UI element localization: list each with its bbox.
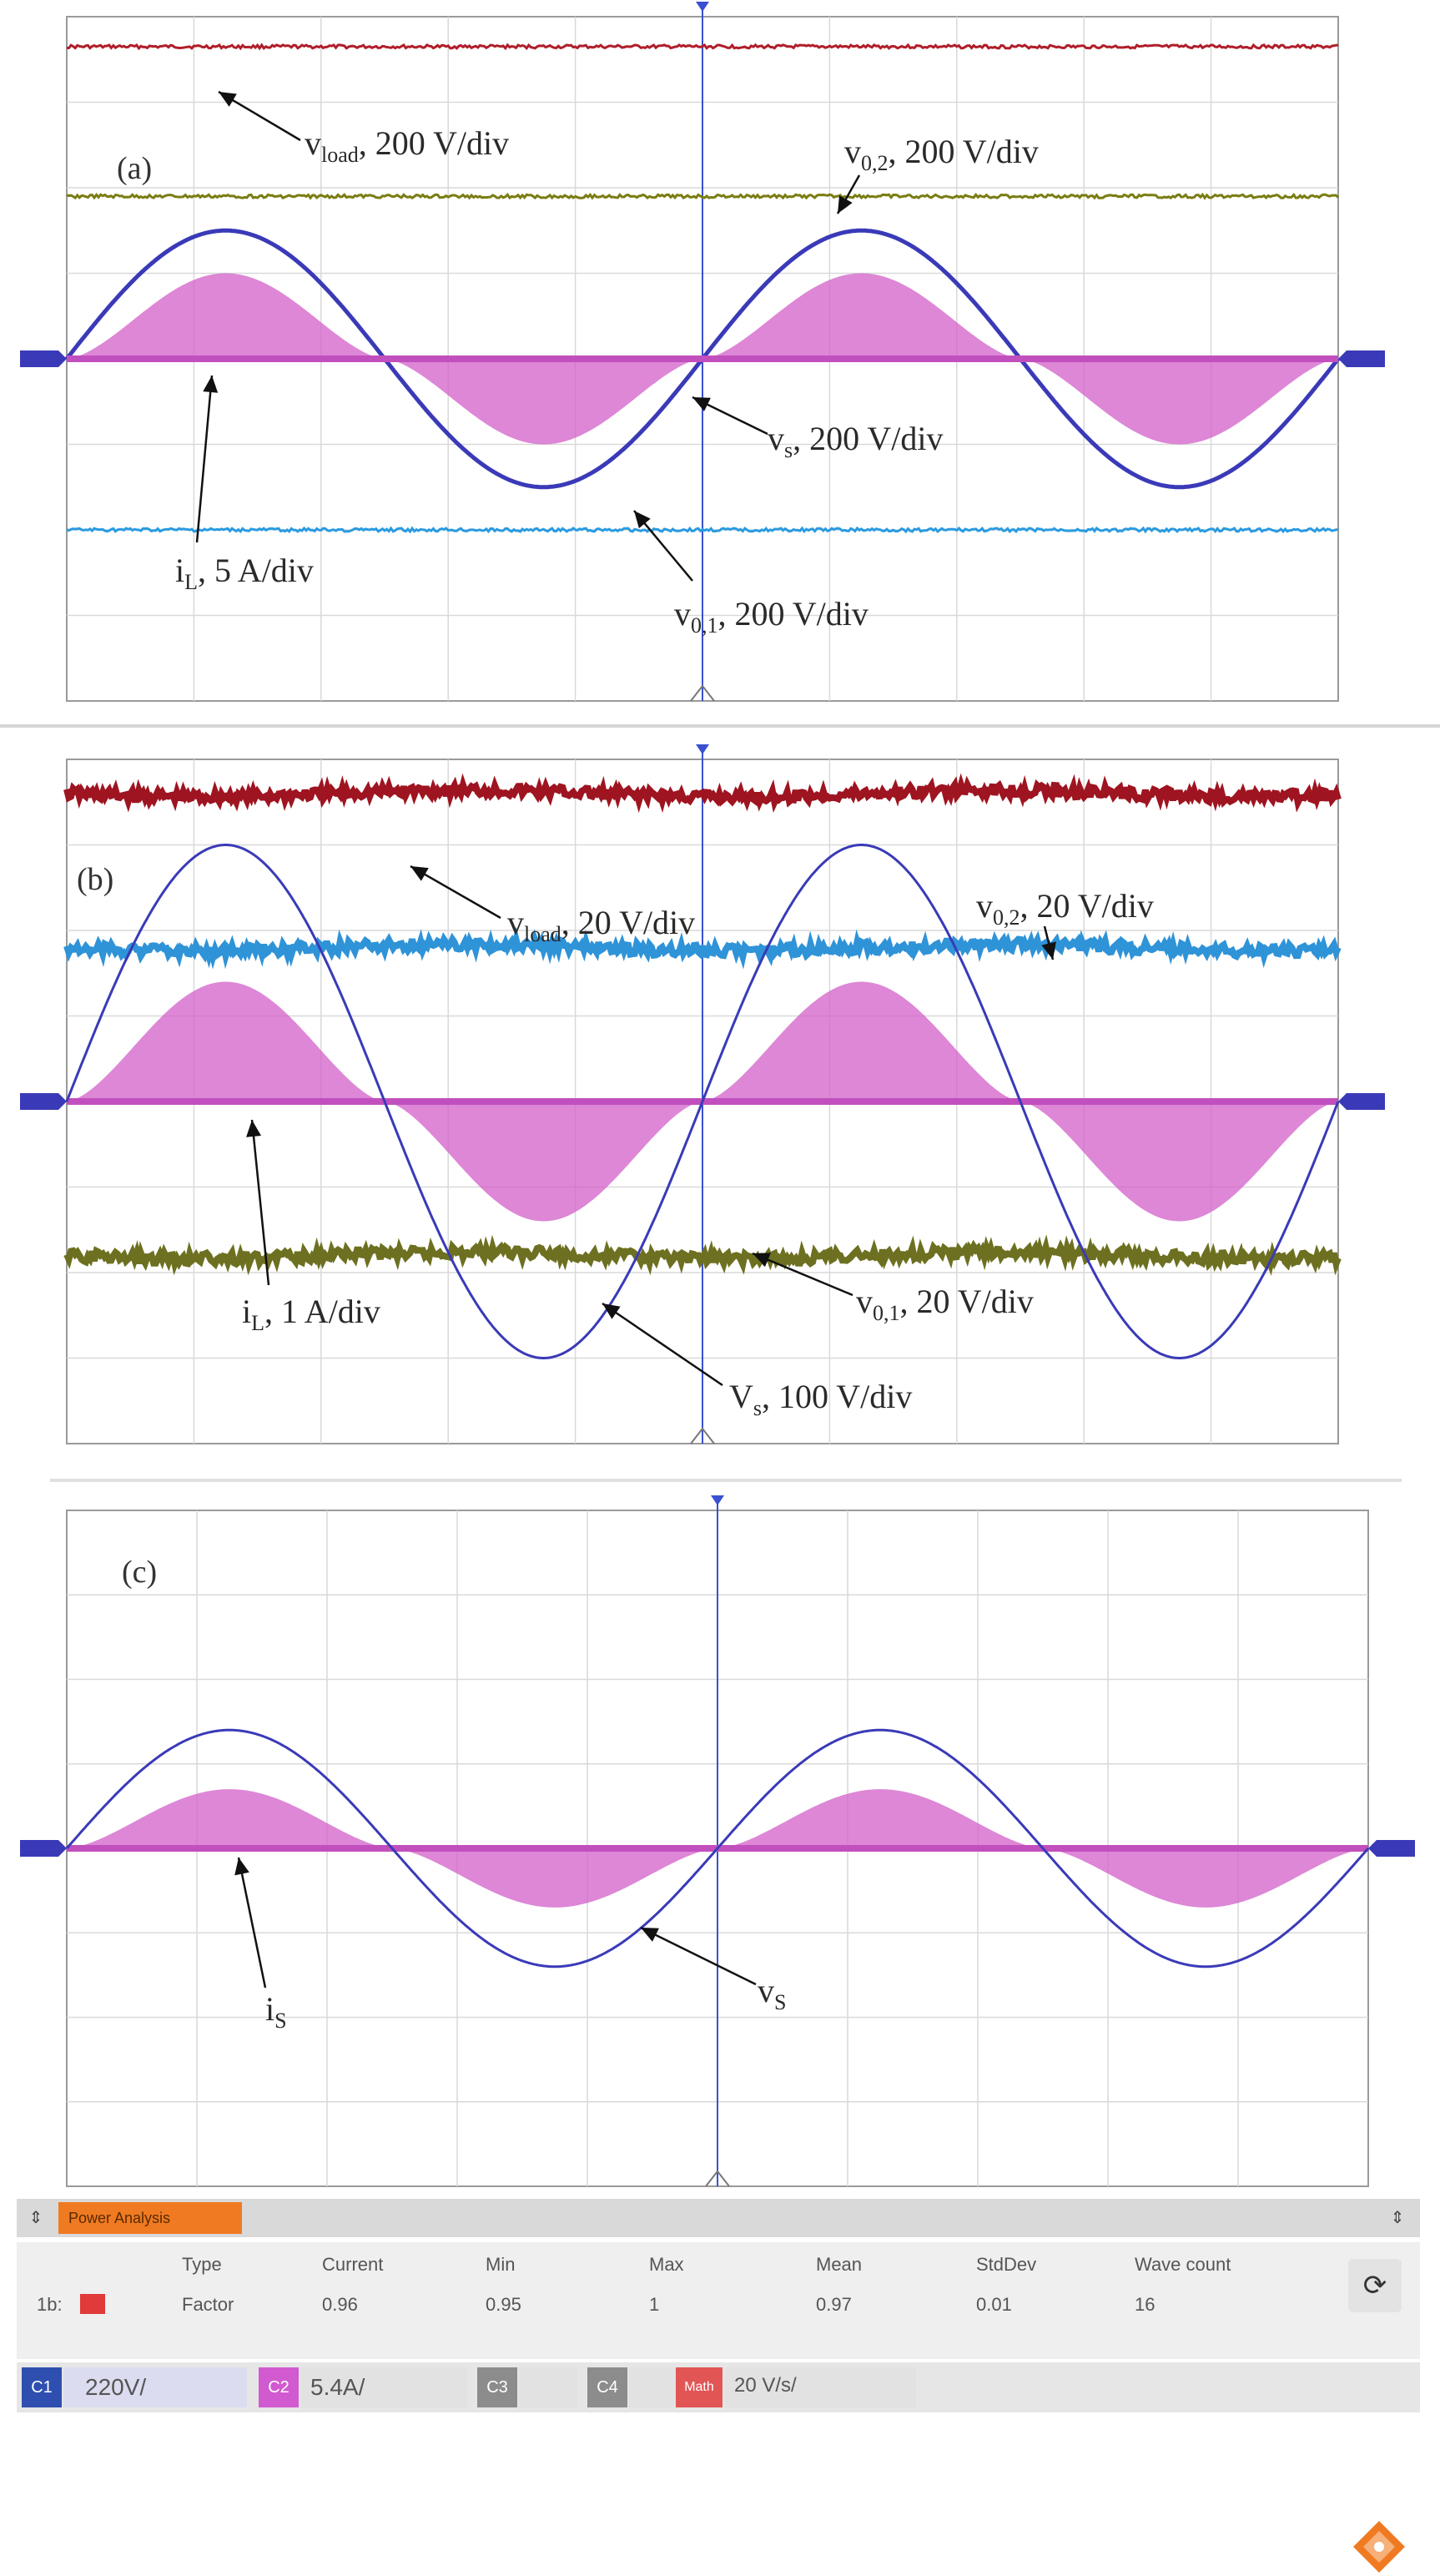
trace-annotation: iS	[265, 1990, 287, 2033]
rohde-logo-icon	[1353, 2521, 1405, 2573]
trace-vload, 20 V/div	[63, 773, 1342, 814]
table-cell: 16	[1135, 2294, 1156, 2315]
channel-offset-marker-left[interactable]	[20, 350, 67, 367]
row-label: 1b:	[37, 2294, 63, 2315]
column-header: Current	[322, 2254, 384, 2275]
channel-math-box[interactable]	[724, 2367, 916, 2407]
channel-bar: C1 220V/ C2 5.4A/ C3 C4 Math 20 V/s/	[17, 2362, 1420, 2573]
panel-separator	[0, 724, 1440, 728]
trace-annotation: vs, 200 V/div	[768, 420, 944, 462]
scope-panel-b	[0, 734, 1440, 1452]
trace-annotation: vload, 200 V/div	[305, 124, 510, 167]
trace-v0,1, 20 V/div	[63, 1234, 1342, 1276]
channel-offset-marker-left[interactable]	[20, 1093, 67, 1110]
trigger-marker-icon	[711, 1495, 724, 1505]
column-header: Wave count	[1135, 2254, 1231, 2275]
channel-math-tag[interactable]: Math	[676, 2367, 723, 2407]
column-header: Mean	[816, 2254, 863, 2275]
trace-annotation: v0,1, 20 V/div	[856, 1283, 1034, 1325]
power-analysis-tab[interactable]: Power Analysis	[58, 2202, 242, 2234]
table-cell: 0.95	[486, 2294, 521, 2315]
power-analysis-bar: ⇕ Power Analysis ⇕	[17, 2199, 1420, 2237]
trace-annotation: iL, 1 A/div	[242, 1293, 380, 1335]
column-header: StdDev	[976, 2254, 1037, 2275]
trace-annotation: v0,2, 20 V/div	[976, 887, 1154, 930]
time-ref-marker-icon	[690, 684, 715, 702]
trace-vload, 200 V/div	[66, 43, 1339, 51]
time-ref-marker-icon	[690, 1427, 715, 1444]
trace-annotation: vload, 20 V/div	[507, 904, 696, 946]
trace-v0,2, 20 V/div	[63, 926, 1342, 970]
column-header: Max	[649, 2254, 684, 2275]
channel-offset-marker-left[interactable]	[20, 1840, 67, 1857]
channel-c3-box[interactable]	[519, 2367, 577, 2407]
table-cell: 0.96	[322, 2294, 358, 2315]
trace-v0,2, 200 V/div	[66, 192, 1340, 200]
channel-c1-box[interactable]	[63, 2367, 247, 2407]
channel-c1-scale: 220V/	[85, 2374, 147, 2400]
trace-annotation: v0,1, 200 V/div	[674, 595, 869, 638]
power-analysis-table: Type Current Min Max Mean StdDev Wave co…	[17, 2242, 1420, 2359]
time-ref-marker-icon	[705, 2170, 730, 2187]
column-header: Min	[486, 2254, 516, 2275]
power-analysis-area: ⇕ Power Analysis ⇕ Type Current Min Max …	[17, 2199, 1420, 2573]
channel-offset-marker-right[interactable]	[1338, 350, 1385, 367]
channel-c2-box[interactable]	[300, 2367, 467, 2407]
column-header: Type	[182, 2254, 222, 2275]
trace-annotation: iL, 5 A/div	[175, 552, 314, 594]
channel-offset-marker-right[interactable]	[1368, 1840, 1415, 1857]
channel-c1-tag[interactable]: C1	[22, 2367, 62, 2407]
trace-v0,1, 200 V/div	[66, 526, 1339, 534]
panel-label-a: (a)	[117, 151, 153, 186]
trace-annotation: Vs, 100 V/div	[729, 1378, 913, 1420]
refresh-icon[interactable]: ⟳	[1348, 2259, 1402, 2312]
table-cell: Factor	[182, 2294, 234, 2315]
trigger-marker-icon	[696, 744, 709, 754]
channel-offset-marker-right[interactable]	[1338, 1093, 1385, 1110]
row-color-chip	[80, 2294, 105, 2314]
scope-panel-c	[0, 1485, 1440, 2195]
panel-label-c: (c)	[122, 1555, 158, 1590]
channel-c2-scale: 5.4A/	[310, 2374, 365, 2400]
updown-icon[interactable]: ⇕	[28, 2209, 43, 2227]
trace-Vs, 100 V/div	[65, 844, 1340, 1359]
channel-c3-tag[interactable]: C3	[477, 2367, 517, 2407]
scope-plot-c	[20, 1495, 1415, 2187]
channel-math-scale: 20 V/s/	[734, 2374, 797, 2397]
trace-annotation: vS	[758, 1972, 787, 2014]
panel-label-b: (b)	[77, 862, 114, 897]
channel-c2-tag[interactable]: C2	[259, 2367, 299, 2407]
channel-c4-tag[interactable]: C4	[587, 2367, 627, 2407]
updown-icon[interactable]: ⇕	[1390, 2209, 1405, 2227]
table-cell: 1	[649, 2294, 660, 2315]
scope-plot-b	[20, 744, 1385, 1444]
table-cell: 0.97	[816, 2294, 852, 2315]
trace-vS	[65, 1728, 1370, 1969]
trigger-marker-icon	[696, 2, 709, 12]
panel-separator	[50, 1479, 1402, 1482]
trace-annotation: v0,2, 200 V/div	[844, 133, 1039, 175]
table-cell: 0.01	[976, 2294, 1012, 2315]
